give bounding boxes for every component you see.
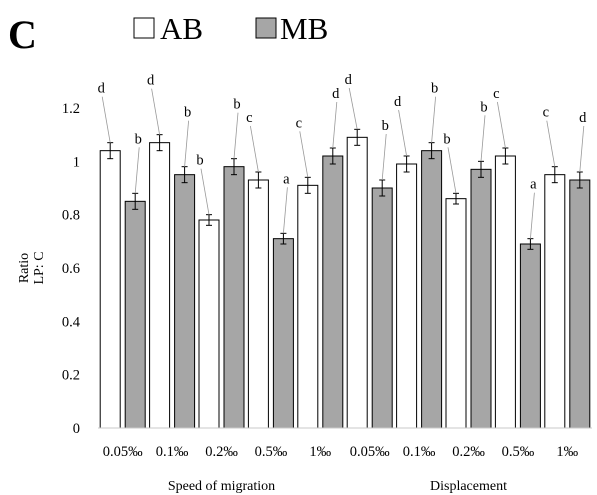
- letter-leader-line: [102, 97, 110, 143]
- bar-ab: [100, 151, 120, 428]
- bar-mb: [125, 201, 145, 428]
- legend-label-mb: MB: [280, 11, 328, 46]
- letter-leader-line: [283, 187, 287, 233]
- bar-mb: [372, 188, 392, 428]
- bar-ab: [495, 156, 515, 428]
- letter-leader-line: [333, 102, 337, 148]
- y-axis-label-line2: LP: C: [32, 251, 47, 284]
- letter-leader-line: [547, 121, 555, 167]
- y-tick-label: 0: [73, 421, 80, 437]
- significance-letter: b: [480, 99, 487, 115]
- letter-leader-line: [152, 89, 160, 135]
- letter-leader-line: [530, 193, 534, 239]
- x-tick-label: 0.5‰: [502, 444, 535, 460]
- x-tick-label: 0.05‰: [350, 444, 390, 460]
- x-tick-label: 1‰: [309, 444, 331, 460]
- significance-letter: a: [530, 177, 537, 193]
- bar-ab: [347, 137, 367, 428]
- significance-letter: d: [579, 110, 587, 126]
- significance-letter: d: [345, 72, 353, 88]
- significance-letter: d: [394, 94, 402, 110]
- x-tick-label: 0.1‰: [156, 444, 189, 460]
- bar-mb: [273, 239, 293, 428]
- letter-leader-line: [300, 131, 308, 177]
- letter-leader-line: [481, 115, 485, 161]
- y-tick-label: 1.2: [62, 101, 80, 117]
- significance-letter: b: [135, 131, 142, 147]
- letter-leader-line: [201, 169, 209, 215]
- bar-mb: [570, 180, 590, 428]
- bar-mb: [520, 244, 540, 428]
- significance-letter: c: [543, 105, 549, 121]
- x-group-label: Displacement: [430, 479, 507, 494]
- bar-ab: [248, 180, 268, 428]
- letter-leader-line: [399, 110, 407, 156]
- x-group-label: Speed of migration: [168, 479, 275, 494]
- bar-series: [100, 137, 590, 428]
- significance-letter: b: [431, 81, 438, 97]
- significance-letter: d: [98, 81, 106, 97]
- letter-leader-line: [135, 147, 139, 193]
- x-tick-label: 0.1‰: [403, 444, 436, 460]
- significance-letter: c: [493, 86, 499, 102]
- y-tick-label: 0.4: [62, 314, 81, 330]
- y-tick-label: 1: [73, 154, 80, 170]
- x-axis-group-labels: Speed of migration Displacement: [168, 479, 507, 494]
- significance-letter: b: [184, 105, 191, 121]
- bar-ab: [298, 185, 318, 428]
- significance-letter: b: [233, 97, 240, 113]
- y-tick-label: 0.2: [62, 368, 80, 384]
- significance-letter: d: [332, 86, 340, 102]
- y-tick-label: 0.6: [62, 261, 80, 277]
- legend-label-ab: AB: [160, 11, 203, 46]
- bar-ab: [397, 164, 417, 428]
- letter-leader-line: [250, 126, 258, 172]
- bar-ab: [150, 143, 170, 428]
- letter-leader-line: [185, 121, 189, 167]
- significance-letter: c: [246, 110, 252, 126]
- letter-leader-line: [234, 113, 238, 159]
- x-tick-label: 1‰: [556, 444, 578, 460]
- significance-letter: b: [443, 131, 450, 147]
- x-axis-ticks: 0.05‰ 0.1‰ 0.2‰ 0.5‰ 1‰ 0.05‰ 0.1‰ 0.2‰ 0.5‰ 1‰: [103, 444, 579, 460]
- letter-leader-line: [382, 134, 386, 180]
- bar-ab: [446, 199, 466, 428]
- significance-letter: a: [283, 171, 290, 187]
- y-tick-label: 0.8: [62, 208, 80, 224]
- significance-letter: b: [196, 153, 203, 169]
- y-axis-ticks: 0 0.2 0.4 0.6 0.8 1 1.2: [62, 101, 81, 437]
- bar-mb: [422, 151, 442, 428]
- letter-leader-line: [497, 102, 505, 148]
- letter-leader-line: [448, 147, 456, 193]
- significance-letter: c: [296, 115, 302, 131]
- significance-letter: b: [382, 118, 389, 134]
- x-tick-label: 0.05‰: [103, 444, 143, 460]
- bar-ab: [545, 175, 565, 428]
- legend-swatch-ab: [134, 18, 154, 38]
- x-tick-label: 0.2‰: [205, 444, 238, 460]
- bar-ab: [199, 220, 219, 428]
- bar-mb: [224, 167, 244, 428]
- y-axis-label-line1: Ratio: [17, 253, 32, 283]
- panel-label: C: [8, 12, 37, 57]
- bar-mb: [323, 156, 343, 428]
- bar-mb: [175, 175, 195, 428]
- y-axis-label: Ratio LP: C: [17, 251, 47, 284]
- legend-swatch-mb: [256, 18, 276, 38]
- x-tick-label: 0.2‰: [452, 444, 485, 460]
- bar-mb: [471, 169, 491, 428]
- x-tick-label: 0.5‰: [255, 444, 288, 460]
- letter-leader-line: [580, 126, 584, 172]
- letter-leader-line: [349, 88, 357, 129]
- significance-letter: d: [147, 73, 155, 89]
- letter-leader-line: [432, 97, 436, 143]
